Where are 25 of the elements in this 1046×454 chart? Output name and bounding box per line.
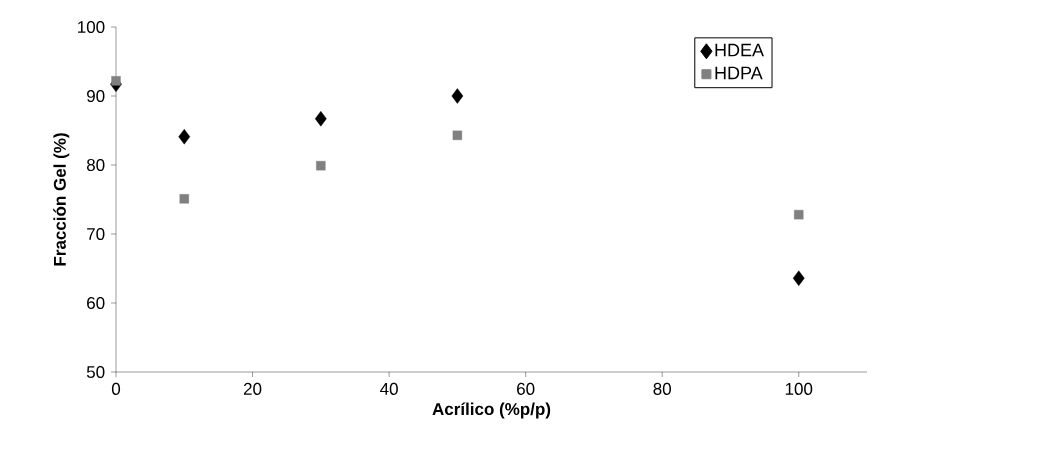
legend-label: HDPA <box>715 66 763 80</box>
y-tick-label: 50 <box>86 365 105 379</box>
x-tick-label: 0 <box>111 382 121 395</box>
point <box>794 209 804 220</box>
x-axis-title: Acrílico (%p/p) <box>432 402 551 419</box>
point <box>316 160 326 171</box>
y-tick-label: 90 <box>87 89 105 103</box>
point <box>792 270 805 286</box>
x-tick-label: 20 <box>243 382 262 395</box>
point <box>315 111 327 127</box>
y-tick-label: 70 <box>87 227 105 241</box>
y-axis-title: Fracción Gel (%) <box>53 133 70 266</box>
point <box>179 194 189 204</box>
y-tick-label: 80 <box>86 158 105 172</box>
legend-label: HDEA <box>715 43 764 57</box>
x-tick-label: 80 <box>653 382 671 395</box>
point <box>451 88 464 104</box>
x-tick-label: 60 <box>517 382 535 395</box>
point <box>178 129 191 145</box>
y-tick-label: 100 <box>78 20 105 34</box>
x-tick-label: 100 <box>785 382 813 395</box>
y-tick-label: 60 <box>87 296 105 310</box>
point <box>452 130 463 141</box>
x-tick-label: 40 <box>380 382 398 395</box>
point <box>111 76 121 86</box>
